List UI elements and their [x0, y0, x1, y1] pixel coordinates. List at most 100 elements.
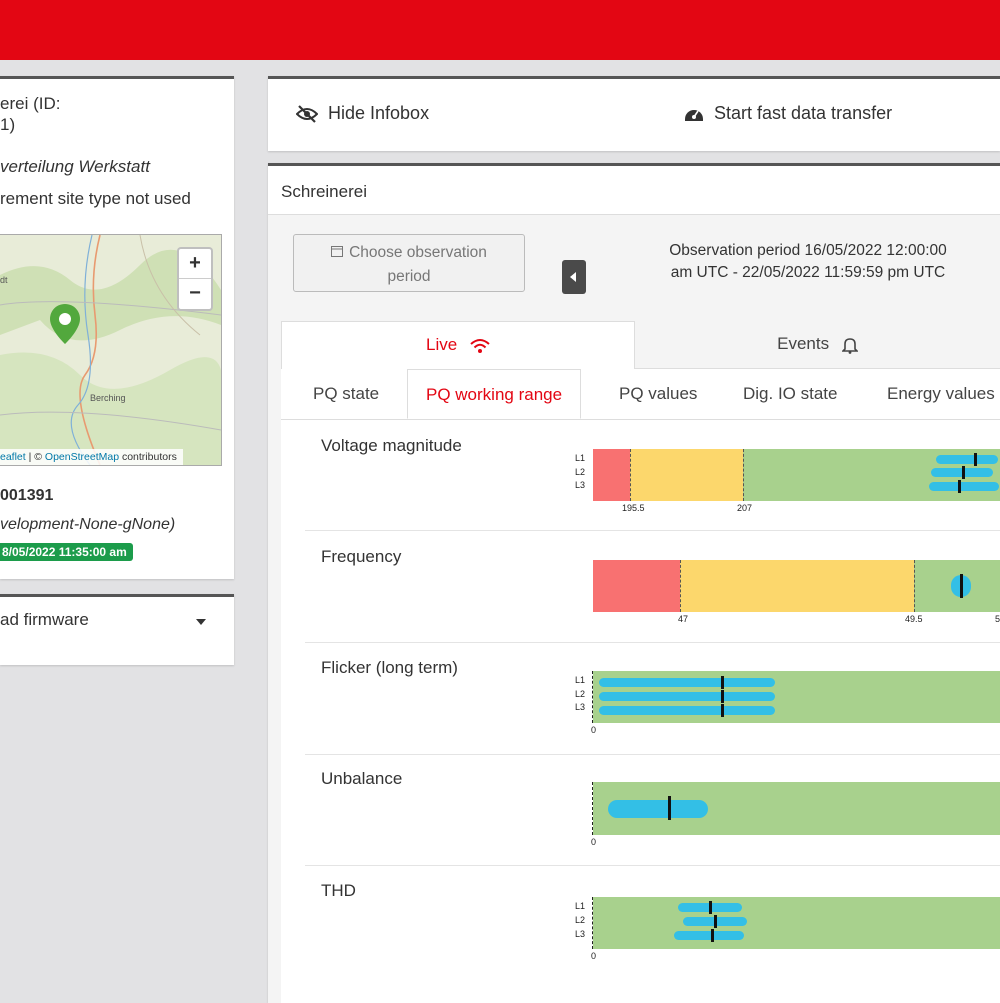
observation-period-line1: Observation period 16/05/2022 12:00:00	[669, 242, 947, 259]
voltage-l1-range[interactable]	[936, 455, 998, 464]
firmware-tag: velopment-None-gNone)	[0, 516, 176, 533]
thd-l1-mean	[709, 901, 712, 914]
unbalance-range-bar	[593, 782, 1000, 835]
osm-link[interactable]: OpenStreetMap	[44, 451, 120, 463]
subtab-pq-values[interactable]: PQ values	[619, 384, 698, 403]
collapse-left-button[interactable]	[562, 260, 586, 294]
unbalance-zero-line	[592, 782, 593, 835]
main-panel: Schreinerei Choose observation period Ob…	[268, 163, 1000, 1003]
fast-transfer-button[interactable]: Start fast data transfer	[684, 103, 892, 124]
panel-header: Schreinerei	[268, 166, 1000, 215]
location-map[interactable]: Berching dt + − eaflet | © OpenStreetMap…	[0, 234, 222, 466]
choose-period-button[interactable]: Choose observation period	[293, 234, 525, 292]
flicker-l3-range[interactable]	[599, 706, 775, 715]
unbalance-tick: 0	[591, 837, 597, 847]
phase-label-l1: L1	[575, 453, 586, 463]
voltage-l3-range[interactable]	[929, 482, 999, 491]
voltage-tick: 207	[737, 503, 753, 513]
phase-label-l2: L2	[575, 689, 586, 699]
flicker-l1-range[interactable]	[599, 678, 775, 687]
thd-range-bar	[593, 897, 1000, 949]
choose-period-label-1: Choose observation	[349, 244, 487, 261]
site-type: rement site type not used	[0, 189, 191, 208]
flicker-zero-line	[592, 671, 593, 723]
last-seen-badge: 8/05/2022 11:35:00 am	[0, 543, 133, 561]
mode-tabs: Live Events	[281, 321, 1000, 369]
unbalance-mean	[668, 796, 671, 820]
flicker-l2-range[interactable]	[599, 692, 775, 701]
unbalance-range[interactable]	[608, 800, 708, 818]
wifi-icon	[470, 338, 490, 353]
tab-live[interactable]: Live	[281, 321, 635, 369]
thd-l3-mean	[711, 929, 714, 942]
phase-label-l1: L1	[575, 901, 586, 911]
subtab-energy-values[interactable]: Energy values	[887, 384, 995, 403]
frequency-tick: 47	[678, 614, 689, 624]
row-divider	[305, 865, 1000, 866]
site-location: verteilung Werkstatt	[0, 157, 150, 176]
panel-title: Schreinerei	[281, 182, 367, 201]
frequency-red-zone	[593, 560, 680, 612]
metric-label-flicker: Flicker (long term)	[321, 658, 458, 677]
top-app-bar	[0, 0, 1000, 60]
metric-label-unbalance: Unbalance	[321, 769, 403, 788]
row-divider	[305, 530, 1000, 531]
subtab-dig-io-state[interactable]: Dig. IO state	[743, 384, 838, 403]
gauge-icon	[685, 109, 703, 121]
tab-events[interactable]: Events	[635, 321, 1000, 369]
subtab-pq-working-range[interactable]: PQ working range	[407, 369, 582, 419]
site-title-line1: erei (ID:	[0, 94, 61, 113]
thd-l3-range[interactable]	[674, 931, 744, 940]
thd-l2-mean	[714, 915, 717, 928]
firmware-card[interactable]: ad firmware	[0, 594, 234, 665]
voltage-tick: 195.5	[622, 503, 645, 513]
flicker-range-bar	[593, 671, 1000, 723]
observation-period: Observation period 16/05/2022 12:00:00 a…	[638, 240, 978, 284]
infobox-card: erei (ID: 1) verteilung Werkstatt rement…	[0, 76, 234, 579]
voltage-l2-mean	[962, 466, 965, 479]
location-pin-icon[interactable]	[48, 303, 82, 345]
frequency-threshold-line	[914, 560, 915, 612]
voltage-yellow-zone	[630, 449, 743, 501]
zoom-in-button[interactable]: +	[179, 249, 211, 279]
chevron-down-icon[interactable]	[196, 619, 206, 625]
hide-infobox-label: Hide Infobox	[328, 103, 430, 123]
working-range-content: PQ state PQ working range PQ values Dig.…	[281, 369, 1000, 1003]
tab-events-label: Events	[777, 334, 830, 353]
frequency-tick: 5	[995, 614, 1000, 624]
metric-label-thd: THD	[321, 881, 356, 900]
row-divider	[305, 754, 1000, 755]
eye-slash-icon	[296, 104, 318, 123]
bell-icon	[840, 337, 859, 354]
flicker-l3-mean	[721, 704, 724, 717]
voltage-threshold-line	[630, 449, 631, 501]
voltage-l3-mean	[958, 480, 961, 493]
leaflet-link[interactable]: eaflet	[0, 451, 26, 463]
phase-label-l3: L3	[575, 480, 586, 490]
row-divider	[305, 642, 1000, 643]
choose-period-label-2: period	[387, 268, 431, 285]
map-attribution: eaflet | © OpenStreetMap contributors	[0, 449, 183, 465]
calendar-icon	[331, 246, 344, 257]
thd-tick: 0	[591, 951, 597, 961]
frequency-yellow-zone	[680, 560, 914, 612]
metric-label-voltage: Voltage magnitude	[321, 436, 462, 455]
site-title-line2: 1)	[0, 115, 16, 134]
frequency-threshold-line	[680, 560, 681, 612]
metric-label-frequency: Frequency	[321, 547, 402, 566]
voltage-l1-mean	[974, 453, 977, 466]
frequency-mean	[960, 574, 963, 598]
toolbar: Hide Infobox Start fast data transfer	[268, 76, 1000, 151]
fast-transfer-label: Start fast data transfer	[714, 103, 893, 123]
firmware-label: ad firmware	[0, 610, 89, 629]
voltage-red-zone	[593, 449, 630, 501]
hide-infobox-button[interactable]: Hide Infobox	[296, 103, 429, 124]
zoom-out-button[interactable]: −	[189, 282, 201, 304]
tab-live-label: Live	[426, 335, 458, 354]
map-zoom-control: + −	[177, 247, 213, 311]
subtab-pq-state[interactable]: PQ state	[313, 384, 380, 403]
flicker-l2-mean	[721, 690, 724, 703]
phase-label-l2: L2	[575, 915, 586, 925]
flicker-tick: 0	[591, 725, 597, 735]
data-subtabs: PQ state PQ working range PQ values Dig.…	[281, 369, 1000, 420]
